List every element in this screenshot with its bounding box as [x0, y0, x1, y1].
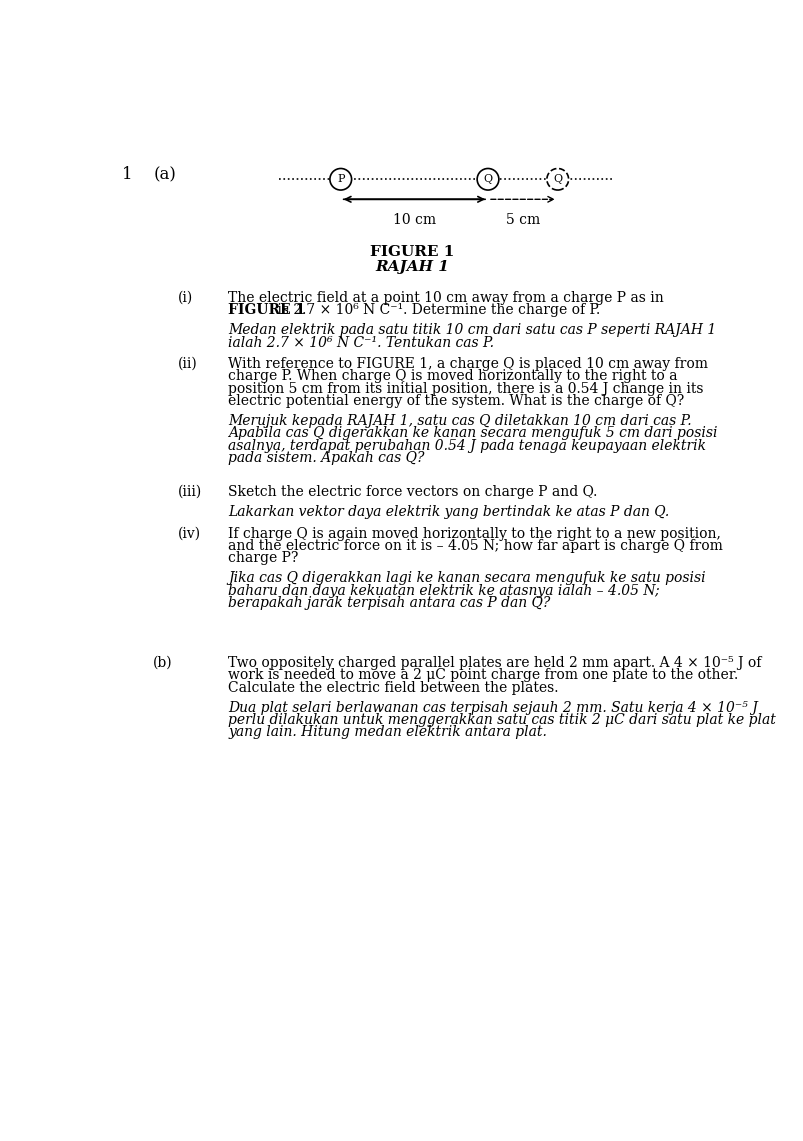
- Text: FIGURE 1: FIGURE 1: [369, 244, 454, 259]
- Text: Two oppositely charged parallel plates are held 2 mm apart. A 4 × 10⁻⁵ J of: Two oppositely charged parallel plates a…: [228, 656, 760, 670]
- Text: Apabila cas Q digerakkan ke kanan secara mengufuk 5 cm dari posisi: Apabila cas Q digerakkan ke kanan secara…: [228, 427, 717, 440]
- Text: Q: Q: [483, 175, 492, 184]
- Text: electric potential energy of the system. What is the charge of Q?: electric potential energy of the system.…: [228, 394, 684, 408]
- Text: perlu dilakukan untuk menggerakkan satu cas titik 2 μC dari satu plat ke plat: perlu dilakukan untuk menggerakkan satu …: [228, 713, 775, 727]
- Text: is 2.7 × 10⁶ N C⁻¹. Determine the charge of P.: is 2.7 × 10⁶ N C⁻¹. Determine the charge…: [273, 304, 600, 317]
- Text: Dua plat selari berlawanan cas terpisah sejauh 2 mm. Satu kerja 4 × 10⁻⁵ J: Dua plat selari berlawanan cas terpisah …: [228, 701, 757, 714]
- Text: berapakah jarak terpisah antara cas P dan Q?: berapakah jarak terpisah antara cas P da…: [228, 596, 550, 609]
- Text: position 5 cm from its initial position, there is a 0.54 J change in its: position 5 cm from its initial position,…: [228, 382, 703, 396]
- Text: 1: 1: [122, 167, 132, 184]
- Text: Calculate the electric field between the plates.: Calculate the electric field between the…: [228, 680, 558, 695]
- Text: (iii): (iii): [177, 485, 202, 499]
- Circle shape: [476, 169, 498, 191]
- Text: baharu dan daya kekuatan elektrik ke atasnya ialah – 4.05 N;: baharu dan daya kekuatan elektrik ke ata…: [228, 583, 659, 598]
- Text: With reference to FIGURE 1, a charge Q is placed 10 cm away from: With reference to FIGURE 1, a charge Q i…: [228, 357, 707, 371]
- Text: ialah 2.7 × 10⁶ N C⁻¹. Tentukan cas P.: ialah 2.7 × 10⁶ N C⁻¹. Tentukan cas P.: [228, 335, 494, 349]
- Text: Medan elektrik pada satu titik 10 cm dari satu cas P seperti RAJAH 1: Medan elektrik pada satu titik 10 cm dar…: [228, 323, 715, 338]
- Text: P: P: [336, 175, 344, 184]
- Text: Sketch the electric force vectors on charge P and Q.: Sketch the electric force vectors on cha…: [228, 485, 597, 499]
- Text: (iv): (iv): [177, 526, 201, 541]
- Text: work is needed to move a 2 μC point charge from one plate to the other.: work is needed to move a 2 μC point char…: [228, 669, 738, 682]
- Text: 10 cm: 10 cm: [393, 213, 435, 227]
- Text: Q: Q: [552, 175, 561, 184]
- Text: (ii): (ii): [177, 357, 198, 371]
- Text: Jika cas Q digerakkan lagi ke kanan secara mengufuk ke satu posisi: Jika cas Q digerakkan lagi ke kanan seca…: [228, 572, 705, 585]
- Text: charge P. When charge Q is moved horizontally to the right to a: charge P. When charge Q is moved horizon…: [228, 370, 677, 383]
- Text: yang lain. Hitung medan elektrik antara plat.: yang lain. Hitung medan elektrik antara …: [228, 726, 547, 739]
- Text: pada sistem. Apakah cas Q?: pada sistem. Apakah cas Q?: [228, 451, 424, 466]
- Text: Merujuk kepada RAJAH 1, satu cas Q diletakkan 10 cm dari cas P.: Merujuk kepada RAJAH 1, satu cas Q dilet…: [228, 414, 691, 428]
- Text: and the electric force on it is – 4.05 N; how far apart is charge Q from: and the electric force on it is – 4.05 N…: [228, 539, 723, 553]
- Text: Lakarkan vektor daya elektrik yang bertindak ke atas P dan Q.: Lakarkan vektor daya elektrik yang berti…: [228, 505, 669, 519]
- Text: RAJAH 1: RAJAH 1: [375, 260, 448, 274]
- Text: If charge Q is again moved horizontally to the right to a new position,: If charge Q is again moved horizontally …: [228, 526, 720, 541]
- Circle shape: [546, 169, 568, 191]
- Text: (i): (i): [177, 291, 193, 305]
- Text: asalnya, terdapat perubahan 0.54 J pada tenaga keupayaan elektrik: asalnya, terdapat perubahan 0.54 J pada …: [228, 439, 706, 453]
- Text: FIGURE 1: FIGURE 1: [228, 304, 305, 317]
- Text: (a): (a): [153, 167, 176, 184]
- Text: charge P?: charge P?: [228, 551, 299, 565]
- Text: (b): (b): [153, 656, 173, 670]
- Circle shape: [329, 169, 351, 191]
- Text: The electric field at a point 10 cm away from a charge P as in: The electric field at a point 10 cm away…: [228, 291, 663, 305]
- Text: 5 cm: 5 cm: [505, 213, 540, 227]
